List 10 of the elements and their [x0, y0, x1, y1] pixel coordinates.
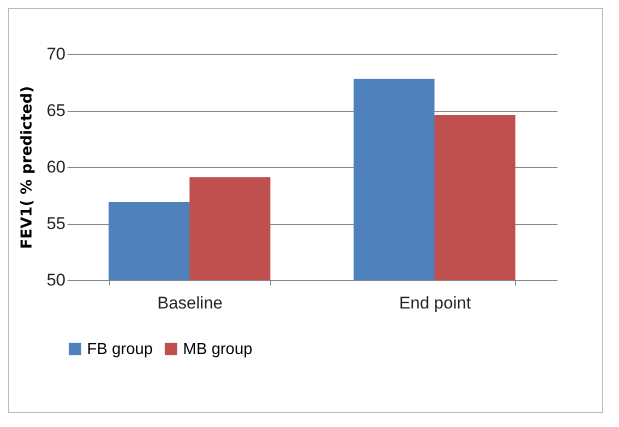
y-tick-label: 50 [46, 270, 66, 290]
x-tick-label: Baseline [157, 294, 223, 312]
y-tick-label: 55 [46, 214, 66, 233]
legend-label: MB group [183, 341, 252, 358]
y-tick-label: 60 [46, 158, 66, 176]
legend-label: FB group [87, 341, 153, 358]
y-tick-label: 65 [46, 101, 66, 120]
y-axis-title: FEV1( % predicted) [18, 86, 36, 249]
y-tick-label: 70 [46, 44, 66, 64]
x-tick-label: End point [399, 294, 472, 312]
